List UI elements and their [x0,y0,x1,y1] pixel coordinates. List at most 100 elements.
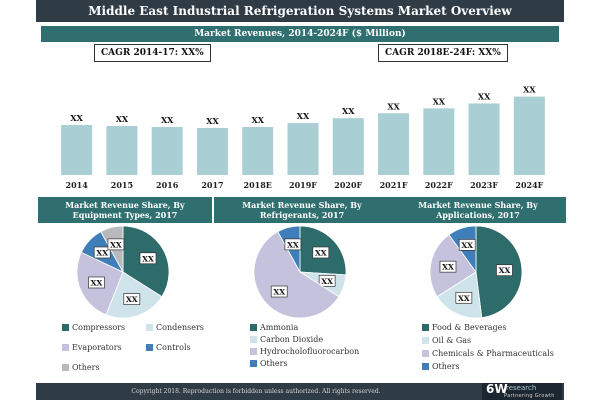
legend-label: Chemicals & Pharmaceuticals [432,349,554,358]
logo-main-text: 6W [486,382,508,396]
bar-2021F [378,113,410,175]
pie-label-box [123,293,141,305]
pie-title-equipment: Market Revenue Share, By Equipment Types… [38,197,212,223]
legend-label: Evaporators [72,343,122,352]
legend-swatch [250,324,257,331]
legend-label: Others [260,359,288,368]
x-tick-label: 2021F [380,180,408,190]
page-title: Middle East Industrial Refrigeration Sys… [36,0,564,22]
pie-label-box [455,291,473,304]
legend-item: Controls [146,343,191,352]
legend-label: Others [72,363,100,372]
legend-swatch [422,324,429,331]
pie-value-label: XX [96,248,108,257]
pie-label-box [312,246,330,259]
report-frame: Middle East Industrial Refrigeration Sys… [36,0,566,400]
pie-value-label: XX [458,294,470,303]
bar-value-label: XX [523,85,536,95]
legend-label: Oil & Gas [432,336,472,345]
bar-value-label: XX [342,106,355,116]
bar-2020F [332,118,364,175]
company-logo: 6W research Partnering Growth [482,383,562,400]
cagr-annotation-right: CAGR 2018E-24F: XX% [378,44,508,62]
legend-label: Controls [156,343,191,352]
pie-value-label: XX [91,278,103,287]
pie-value-label: XX [461,241,473,250]
bar-value-label: XX [70,113,83,123]
bar-value-label: XX [478,91,491,101]
bar-2014 [61,125,93,175]
x-tick-label: 2017 [201,180,223,190]
pie-title-applications: Market Revenue Share, By Applications, 2… [390,197,566,223]
copyright-text: Copyright 2018. Reproduction is forbidde… [131,388,381,395]
legend-label: Ammonia [260,323,299,332]
bar-value-label: XX [297,111,310,121]
x-tick-label: 2019F [289,180,317,190]
pie-value-label: XX [315,248,327,257]
bar-2017 [196,127,228,175]
x-tick-label: 2023F [470,180,498,190]
pie-value-label: XX [442,263,454,272]
legend-label: Compressors [72,323,126,332]
pie-value-label: XX [287,240,299,249]
bar-2024F [513,96,545,175]
x-tick-label: 2024F [515,180,543,190]
legend-swatch [62,324,69,331]
legend-item: Food & Beverages [422,323,507,332]
pie-value-label: XX [110,240,122,249]
x-tick-label: 2020F [334,180,362,190]
legend-swatch [422,363,429,370]
legend-swatch [250,348,257,355]
pie-label-box [496,264,513,277]
legend-swatch [62,344,69,351]
legend-item: Chemicals & Pharmaceuticals [422,349,554,358]
bar-value-label: XX [387,101,400,111]
legend-swatch [250,360,257,367]
legend-swatch [422,350,429,357]
pie-label-box [88,276,105,289]
legend-label: Others [432,362,460,371]
revenue-bar-chart: XX 2014 XX 2015 XX 2016 XX 2017 XX 2018E XX 2019F XX… [61,85,545,190]
legend-swatch [146,344,153,351]
pie-chart-refrigerants: XX XX XX XX [253,225,347,319]
legend-item: Others [250,359,288,368]
legend-swatch [62,364,69,371]
legend-swatch [146,324,153,331]
legend-item: Others [422,362,460,371]
legend-label: Food & Beverages [432,323,507,332]
pie-label-box [107,238,125,251]
legend-item: Condensers [146,323,204,332]
legend-item: Evaporators [62,343,122,352]
legend-item: Compressors [62,323,125,332]
pie-value-label: XX [499,266,511,275]
pie-label-box [93,246,111,259]
bar-value-label: XX [433,96,446,106]
legend-item: Oil & Gas [422,336,471,345]
pie-value-label: XX [126,295,138,304]
legend-label: Condensers [156,323,204,332]
bar-2016 [151,126,183,175]
pie-label-box [458,239,476,251]
legend-label: Hydrocholofluorocarbon [260,347,360,356]
pie-value-label: XX [142,254,154,263]
pie-label-box [139,252,157,265]
x-tick-label: 2015 [111,180,133,190]
legend-swatch [422,337,429,344]
x-tick-label: 2016 [156,180,179,190]
bar-2018E [242,126,274,175]
legend-item: Ammonia [250,323,298,332]
logo-tagline: Partnering Growth [504,393,555,399]
bar-2023F [468,103,500,175]
bar-value-label: XX [116,114,129,124]
legend-swatch [250,336,257,343]
bar-value-label: XX [206,116,219,126]
bar-2022F [423,108,455,175]
legend-item: Others [62,363,100,372]
pie-label-box [270,285,288,298]
x-tick-label: 2018E [244,180,272,190]
pie-value-label: XX [321,277,333,286]
x-tick-label: 2022F [425,180,453,190]
cagr-annotation-left: CAGR 2014-17: XX% [94,44,211,62]
bar-2019F [287,123,319,175]
